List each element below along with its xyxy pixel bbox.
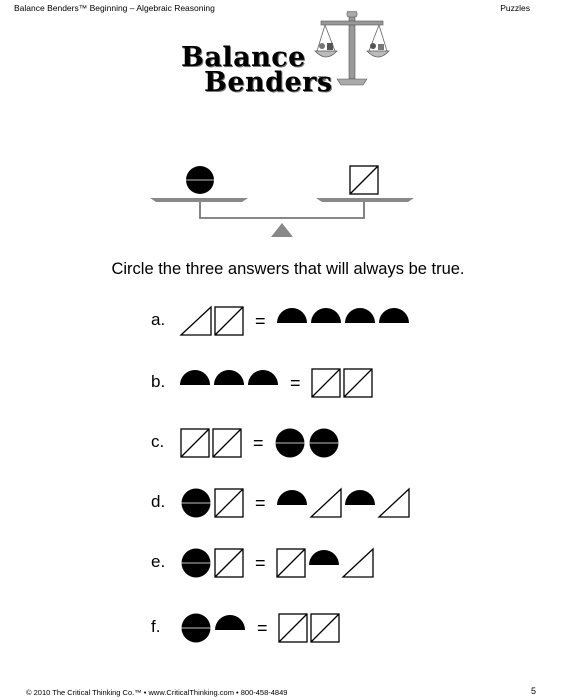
logo-scale-icon xyxy=(314,11,390,86)
half-circle-shape xyxy=(277,308,307,323)
header-title: Balance Benders™ Beginning – Algebraic R… xyxy=(14,3,215,13)
square-shape xyxy=(214,306,244,336)
logo-line-1: Balance xyxy=(181,42,306,73)
half-circle-shape xyxy=(309,550,339,565)
square-shape xyxy=(278,613,308,643)
equals-sign: = xyxy=(253,433,264,453)
scale-beam xyxy=(199,202,365,219)
triangle-shape xyxy=(179,305,212,336)
option-label: d. xyxy=(151,492,166,511)
logo-line-2: Benders xyxy=(204,67,333,98)
option-label: b. xyxy=(151,372,166,391)
option-row[interactable]: = xyxy=(0,612,576,646)
option-row[interactable]: = xyxy=(0,367,576,401)
option-row[interactable]: = xyxy=(0,305,576,339)
square-shape xyxy=(180,428,210,458)
equals-sign: = xyxy=(255,553,266,573)
square-shape xyxy=(311,368,341,398)
option-label: f. xyxy=(151,617,161,636)
circle-shape xyxy=(275,428,305,458)
half-circle-shape xyxy=(277,490,307,505)
square-shape xyxy=(214,548,244,578)
triangle-shape xyxy=(377,487,410,518)
fulcrum xyxy=(271,223,293,237)
left-pan xyxy=(150,198,248,202)
triangle-shape xyxy=(341,547,374,578)
right-pan xyxy=(316,198,414,202)
instruction-text: Circle the three answers that will alway… xyxy=(111,260,465,278)
triangle-shape xyxy=(309,487,342,518)
square-shape xyxy=(276,548,306,578)
half-circle-shape xyxy=(214,370,244,385)
square-shape xyxy=(214,488,244,518)
half-circle-shape xyxy=(215,615,245,630)
header-section: Puzzles xyxy=(500,3,530,13)
square-shape xyxy=(343,368,373,398)
footer-copyright: © 2010 The Critical Thinking Co.™ • www.… xyxy=(26,688,288,697)
equals-sign: = xyxy=(257,618,268,638)
equals-sign: = xyxy=(255,311,266,331)
half-circle-shape xyxy=(311,308,341,323)
half-circle-shape xyxy=(345,308,375,323)
circle-shape xyxy=(309,428,339,458)
half-circle-shape xyxy=(379,308,409,323)
half-circle-shape xyxy=(248,370,278,385)
option-label: e. xyxy=(151,552,166,571)
circle-shape xyxy=(181,613,211,643)
logo-trademark: TM xyxy=(318,77,327,83)
option-row[interactable]: = xyxy=(0,547,576,581)
page-number: 5 xyxy=(530,686,536,696)
equals-sign: = xyxy=(290,373,301,393)
square-shape xyxy=(212,428,242,458)
balance-scale xyxy=(150,165,414,237)
option-row[interactable]: = xyxy=(0,487,576,521)
half-circle-shape xyxy=(180,370,210,385)
option-row[interactable]: = xyxy=(0,427,576,461)
option-label: a. xyxy=(151,310,166,329)
option-label: c. xyxy=(151,432,165,451)
half-circle-shape xyxy=(345,490,375,505)
equals-sign: = xyxy=(255,493,266,513)
circle-shape xyxy=(181,548,211,578)
square-shape xyxy=(310,613,340,643)
circle-shape xyxy=(181,488,211,518)
